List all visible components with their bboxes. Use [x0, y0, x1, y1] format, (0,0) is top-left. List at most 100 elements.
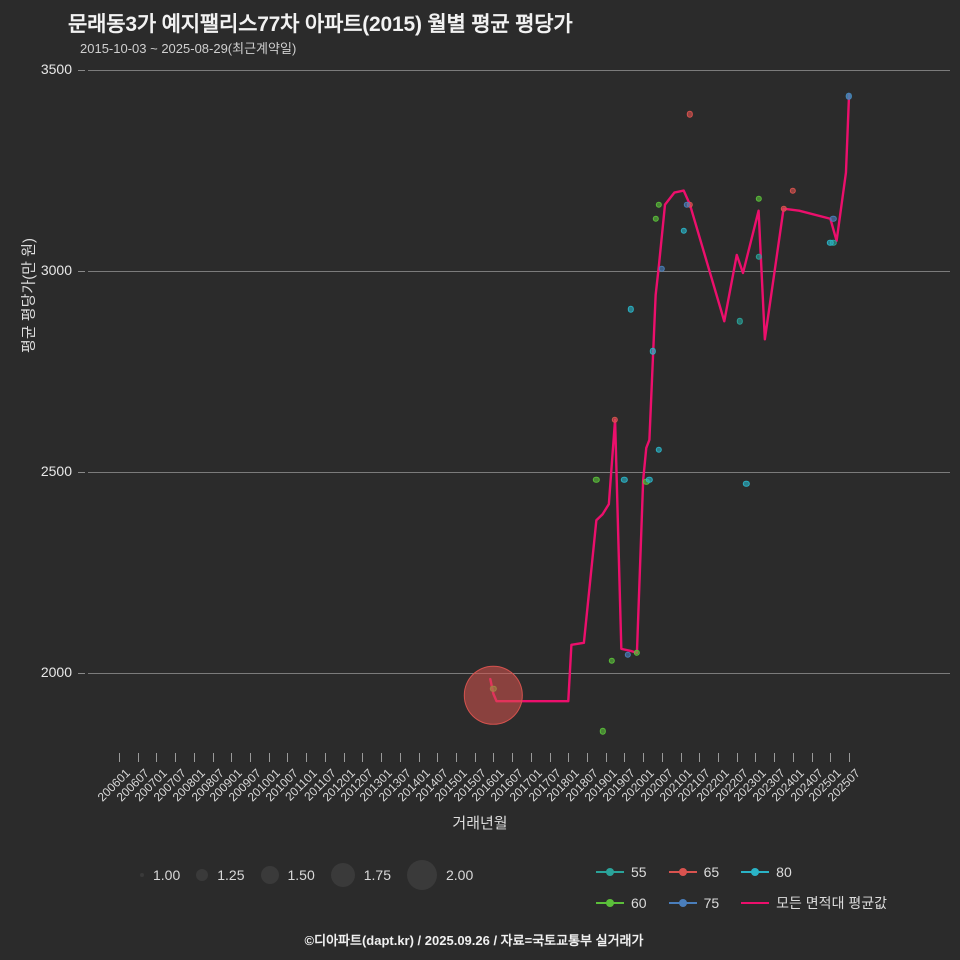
y-tick-dash — [78, 271, 85, 272]
plot-area — [88, 70, 950, 735]
data-point — [686, 111, 694, 118]
y-tick-dash — [78, 70, 85, 71]
x-tick — [343, 753, 345, 762]
data-point — [780, 205, 787, 212]
x-tick — [493, 753, 495, 762]
x-axis-title: 거래년월 — [452, 815, 508, 832]
y-axis-title: 평균 평당가(만 원) — [20, 238, 38, 353]
x-tick — [474, 753, 476, 762]
data-point — [464, 665, 523, 725]
data-point — [683, 201, 691, 208]
x-tick — [437, 753, 439, 762]
x-tick — [212, 753, 214, 762]
chart-subtitle: 2015-10-03 ~ 2025-08-29(최근계약일) — [80, 41, 297, 56]
page-title: 문래동3가 예지팰리스77차 아파트(2015) 월별 평균 평당가 — [68, 13, 573, 36]
size-legend-item: 1.75 — [330, 863, 407, 887]
y-tick-label: 2500 — [40, 463, 72, 479]
x-tick — [362, 753, 364, 762]
data-point — [755, 195, 762, 202]
x-tick — [680, 753, 682, 762]
x-tick — [774, 753, 776, 762]
x-tick — [399, 753, 401, 762]
data-point — [624, 651, 631, 659]
size-legend-label: 2.00 — [446, 867, 474, 883]
x-tick — [849, 753, 851, 762]
size-legend-label: 1.75 — [363, 867, 391, 883]
series-legend: 55 65 80 60 75 모든 면적대 평균값 — [596, 864, 887, 913]
size-legend-bubble — [196, 869, 209, 881]
size-legend-bubble — [140, 873, 144, 877]
size-legend-label: 1.00 — [153, 867, 181, 883]
x-tick — [699, 753, 701, 762]
legend-label: 모든 면적대 평균값 — [776, 895, 887, 911]
data-point — [830, 215, 837, 222]
data-point — [649, 348, 656, 355]
x-tick — [568, 753, 570, 762]
x-tick — [137, 753, 139, 762]
data-point — [655, 446, 662, 454]
data-point — [845, 92, 853, 100]
legend-item-60[interactable]: 60 — [596, 895, 647, 911]
legend-swatch — [668, 866, 697, 878]
x-tick — [418, 753, 420, 762]
size-legend-bubble — [330, 863, 355, 887]
legend-label: 60 — [631, 895, 647, 911]
legend-label: 65 — [703, 864, 720, 880]
legend-label: 55 — [631, 864, 647, 880]
legend-item-75[interactable]: 75 — [668, 895, 720, 911]
gridline — [88, 70, 950, 71]
x-tick — [381, 753, 383, 762]
data-point — [608, 657, 616, 665]
legend-item-65[interactable]: 65 — [668, 864, 720, 880]
x-tick — [530, 753, 532, 762]
data-point — [593, 476, 600, 484]
y-tick-label: 3500 — [40, 61, 72, 77]
x-tick — [512, 753, 514, 762]
y-tick-label: 3000 — [40, 262, 72, 278]
data-point — [680, 227, 687, 234]
data-point — [658, 265, 666, 273]
x-tick — [231, 753, 233, 762]
data-point — [627, 305, 634, 313]
x-tick — [549, 753, 551, 762]
x-tick — [119, 753, 120, 762]
x-tick — [755, 753, 757, 762]
x-tick — [624, 753, 626, 762]
x-tick — [587, 753, 588, 762]
x-tick — [792, 753, 794, 762]
legend-swatch — [596, 897, 624, 909]
x-tick — [605, 753, 607, 762]
size-legend-item: 1.25 — [196, 867, 260, 883]
data-point — [789, 187, 797, 194]
x-tick — [306, 753, 308, 762]
size-legend-item: 1.50 — [260, 866, 331, 884]
x-tick — [250, 753, 252, 762]
size-legend-label: 1.50 — [287, 867, 315, 883]
data-point — [611, 416, 619, 423]
data-point — [599, 728, 606, 735]
legend-label: 80 — [776, 864, 792, 880]
x-tick — [661, 753, 663, 762]
y-tick-dash — [78, 673, 85, 674]
footer-credit: ©디아파트(dapt.kr) / 2025.09.26 / 자료=국토교통부 실… — [304, 933, 644, 948]
size-legend: 1.00 1.25 1.50 1.75 2.00 — [140, 860, 489, 890]
legend-swatch — [741, 897, 770, 909]
x-tick — [455, 753, 457, 762]
gridline — [88, 673, 950, 674]
size-legend-bubble — [260, 866, 279, 884]
data-point — [655, 201, 662, 208]
gridline — [88, 472, 950, 473]
x-tick — [175, 753, 177, 762]
legend-item-모든-면적대-평균값[interactable]: 모든 면적대 평균값 — [741, 893, 887, 913]
data-point — [755, 253, 762, 261]
legend-item-55[interactable]: 55 — [596, 864, 647, 880]
legend-label: 75 — [703, 895, 720, 911]
y-tick-label: 2000 — [40, 664, 72, 680]
x-tick — [811, 753, 813, 762]
legend-item-80[interactable]: 80 — [741, 864, 887, 880]
size-legend-item: 1.00 — [140, 867, 196, 883]
data-point — [652, 215, 659, 222]
mean-line-series — [489, 92, 851, 703]
x-tick — [643, 753, 645, 762]
